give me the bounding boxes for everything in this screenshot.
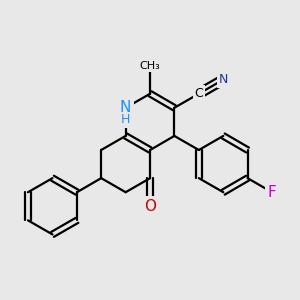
Text: H: H [121, 113, 130, 126]
Text: N: N [120, 100, 131, 115]
Text: O: O [144, 199, 156, 214]
Text: C: C [194, 87, 203, 100]
Text: N: N [219, 73, 228, 86]
Text: CH₃: CH₃ [140, 61, 160, 70]
Text: F: F [268, 185, 276, 200]
